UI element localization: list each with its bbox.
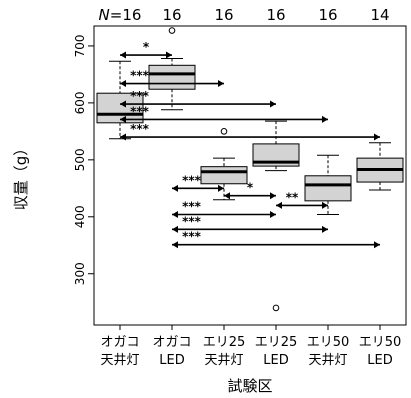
x-axis-label: 試験区	[227, 377, 272, 395]
y-tick-label: 700	[73, 34, 87, 57]
y-axis: 300 400 500 600 700	[73, 34, 94, 285]
x-tick-label-line2: 天井灯	[100, 353, 139, 368]
x-tick-label: エリ25	[203, 335, 246, 350]
arrowhead-right	[218, 80, 224, 88]
y-tick-label: 300	[73, 262, 87, 285]
significance-bracket: *	[224, 181, 276, 200]
x-tick-label: エリ50	[359, 335, 402, 350]
significance-label: **	[286, 190, 299, 204]
n-label: N=16	[99, 6, 142, 24]
significance-bracket: ***	[120, 69, 224, 88]
n-label: 16	[266, 6, 285, 24]
significance-label: ***	[130, 89, 150, 103]
arrowhead-left	[172, 184, 178, 192]
n-label: 16	[214, 6, 233, 24]
y-axis-label: 収量（g）	[12, 141, 30, 211]
box-group	[304, 154, 352, 216]
significance-label: *	[143, 40, 150, 54]
significance-bracket: **	[276, 190, 328, 209]
significance-label: ***	[182, 230, 202, 244]
arrowhead-right	[218, 184, 224, 192]
arrowhead-right	[166, 51, 172, 59]
significance-label: ***	[182, 214, 202, 228]
significance-label: ***	[130, 122, 150, 136]
arrowhead-left	[120, 80, 126, 88]
box-group	[200, 128, 248, 201]
x-tick-label: エリ50	[307, 335, 350, 350]
significance-bracket: ***	[172, 230, 380, 249]
sample-size-labels: N=16 16 16 16 16 14	[99, 6, 390, 24]
arrowhead-left	[120, 100, 126, 108]
significance-bracket: ***	[172, 173, 224, 192]
arrowhead-right	[322, 225, 328, 233]
significance-label: ***	[182, 173, 202, 187]
plot-frame	[93, 25, 407, 326]
significance-label: ***	[130, 104, 150, 118]
box	[96, 92, 144, 124]
y-tick-label: 600	[73, 91, 87, 114]
arrowhead-right	[374, 133, 380, 141]
n-label: 16	[162, 6, 181, 24]
x-tick-label-line2: 天井灯	[308, 353, 347, 368]
significance-label: *	[247, 181, 254, 195]
arrowhead-right	[322, 201, 328, 209]
y-tick-label: 500	[73, 148, 87, 171]
arrowhead-left	[120, 51, 126, 59]
arrowhead-left	[120, 133, 126, 141]
x-tick-label: オガコ	[100, 335, 139, 350]
x-tick-label-line2: LED	[263, 353, 288, 368]
significance-bracket: ***	[120, 89, 276, 108]
box	[148, 64, 196, 90]
significance-bracket: *	[120, 40, 172, 59]
arrowhead-right	[322, 115, 328, 123]
arrowhead-right	[270, 211, 276, 219]
x-tick-label-line2: 天井灯	[204, 353, 243, 368]
arrowhead-right	[374, 241, 380, 249]
outlier-point	[220, 128, 228, 135]
box	[200, 166, 248, 185]
arrowhead-left	[172, 225, 178, 233]
arrowhead-left	[276, 201, 282, 209]
arrowhead-left	[172, 241, 178, 249]
n-label: 14	[370, 6, 389, 24]
significance-label: ***	[182, 200, 202, 214]
arrowhead-left	[172, 211, 178, 219]
significance-bracket: ***	[172, 200, 276, 219]
x-tick-label: オガコ	[152, 335, 191, 350]
n-label: 16	[318, 6, 337, 24]
box-group	[96, 60, 144, 140]
y-tick-label: 400	[73, 205, 87, 228]
box-group	[356, 142, 404, 191]
outlier-point	[168, 27, 176, 34]
significance-annotations: ****************************	[120, 40, 380, 249]
arrowhead-right	[270, 192, 276, 200]
x-tick-label-line2: LED	[367, 353, 392, 368]
box	[304, 175, 352, 202]
significance-bracket: ***	[120, 104, 328, 123]
box-group	[252, 120, 300, 312]
x-tick-label-line2: LED	[159, 353, 184, 368]
arrowhead-left	[224, 192, 230, 200]
outlier-point	[272, 304, 280, 312]
arrowhead-left	[120, 115, 126, 123]
significance-label: ***	[130, 69, 150, 83]
box	[252, 143, 300, 167]
arrowhead-right	[270, 100, 276, 108]
significance-bracket: ***	[120, 122, 380, 141]
x-tick-label: エリ25	[255, 335, 298, 350]
significance-bracket: ***	[172, 214, 328, 233]
box-group	[148, 27, 196, 111]
